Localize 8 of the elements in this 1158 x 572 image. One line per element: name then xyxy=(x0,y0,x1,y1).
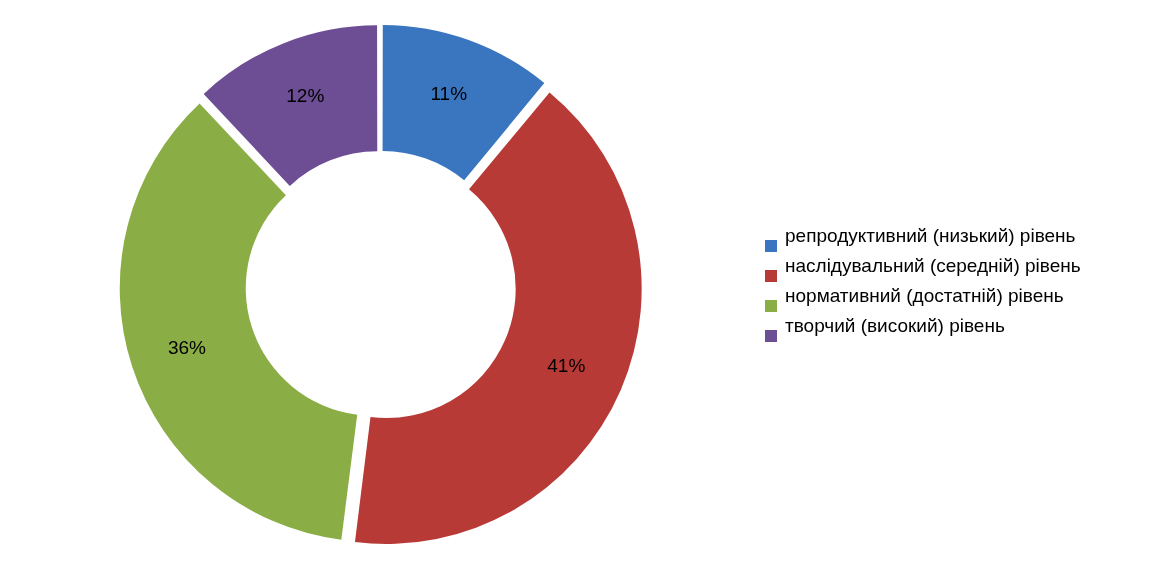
data-label: 11% xyxy=(430,83,468,105)
legend-label: нормативний (достатній) рівень xyxy=(785,285,1064,306)
legend-label: репродуктивний (низький) рівень xyxy=(785,225,1076,246)
legend-label: наслідувальний (середній) рівень xyxy=(785,255,1081,276)
legend-label: творчий (високий) рівень xyxy=(785,315,1005,336)
data-label: 41% xyxy=(547,354,586,376)
data-label: 12% xyxy=(286,85,325,107)
data-label: 36% xyxy=(167,336,207,358)
